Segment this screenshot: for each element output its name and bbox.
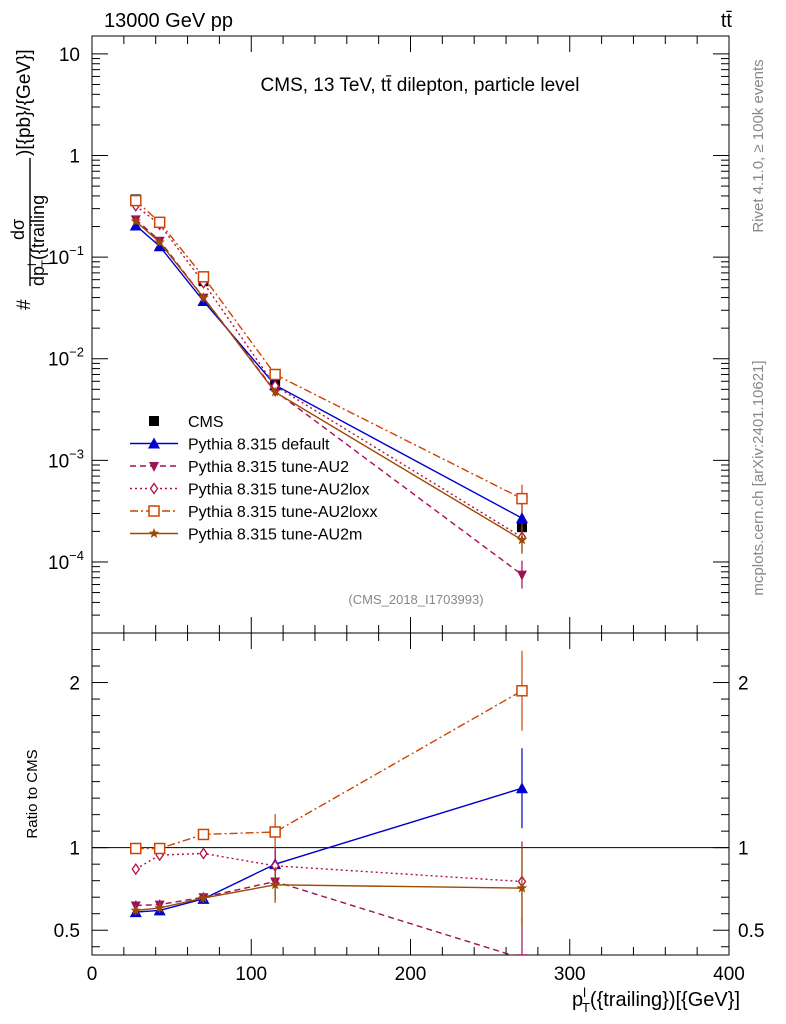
- legend-label: Pythia 8.315 default: [188, 437, 330, 454]
- legend-marker: [149, 416, 159, 426]
- mcplots-reference-label: mcplots.cern.ch [arXiv:2401.10621]: [750, 360, 767, 595]
- ratio-point: [516, 685, 528, 697]
- x-axis-label: pl T({trailing})[{GeV}]: [572, 985, 740, 1015]
- ratio-y-tick-label-right: 2: [738, 674, 749, 695]
- series-pythia-8-315-tune-au2loxx: [130, 194, 528, 513]
- series-pythia-8-315-tune-au2m: [130, 215, 528, 554]
- beam-energy-label: 13000 GeV pp: [104, 10, 233, 32]
- process-label: tt̄: [721, 10, 733, 32]
- analysis-id-label: (CMS_2018_I1703993): [348, 592, 483, 607]
- legend: CMS Pythia 8.315 default Pythia 8.315 tune…: [130, 414, 377, 544]
- data-point: [269, 368, 281, 381]
- ratio-point: [130, 842, 142, 855]
- legend-label: Pythia 8.315 tune-AU2lox: [188, 482, 369, 499]
- ratio-y-axis-label: Ratio to CMS: [24, 749, 41, 838]
- legend-marker: [149, 482, 159, 495]
- x-tick-label: 400: [713, 964, 745, 985]
- ratio-line: [135, 880, 514, 955]
- ratio-point: [197, 828, 210, 841]
- main-y-tick-label: 10−2: [48, 345, 84, 371]
- ratio-series-pythia-8-315-default: [129, 748, 528, 918]
- data-point: [198, 292, 209, 302]
- data-point: [153, 216, 166, 229]
- ratio-line: [135, 884, 522, 912]
- ratio-point: [130, 904, 141, 915]
- ratio-point: [269, 879, 281, 890]
- ratio-series-pythia-8-315-tune-au2loxx: [130, 650, 528, 855]
- main-y-tick-label: 10−1: [48, 243, 84, 269]
- legend-label: Pythia 8.315 tune-AU2: [188, 459, 349, 476]
- ratio-y-tick-label: 0.5: [54, 921, 80, 942]
- ratio-line: [135, 690, 523, 850]
- series-line: [135, 200, 523, 500]
- legend-label: CMS: [188, 414, 224, 431]
- legend-entry: CMS: [149, 414, 224, 431]
- rivet-version-label: Rivet 4.1.0, ≥ 100k events: [750, 59, 767, 232]
- ratio-point: [199, 847, 208, 860]
- data-point: [130, 194, 142, 207]
- x-tick-label: 300: [554, 964, 586, 985]
- x-tick-label: 0: [87, 964, 98, 985]
- main-plot-title: CMS, 13 TeV, tt̄ dilepton, particle leve…: [261, 75, 580, 96]
- ratio-y-tick-label: 2: [69, 674, 80, 695]
- ratio-series-pythia-8-315-tune-au2: [130, 863, 527, 955]
- legend-entry: Pythia 8.315 tune-AU2loxx: [130, 504, 377, 521]
- ratio-y-tick-label-right: 0.5: [738, 921, 764, 942]
- ratio-point: [198, 892, 209, 903]
- legend-entry: Pythia 8.315 tune-AU2lox: [130, 482, 369, 499]
- legend-entry: Pythia 8.315 tune-AU2: [130, 459, 349, 476]
- ratio-y-tick-label-right: 1: [738, 839, 749, 860]
- legend-entry: Pythia 8.315 tune-AU2m: [130, 527, 362, 544]
- ratio-series-layer: [129, 650, 528, 955]
- ratio-point: [515, 782, 528, 794]
- x-tick-label: 100: [235, 964, 267, 985]
- series-line: [135, 205, 523, 538]
- series-line: [135, 218, 523, 576]
- data-point: [269, 386, 281, 397]
- main-axes: 10 1 10−1 10−2 10−3 10−4: [48, 36, 730, 634]
- data-point: [197, 271, 210, 283]
- data-point: [130, 215, 141, 226]
- x-tick-label: 200: [395, 964, 427, 985]
- legend-label: Pythia 8.315 tune-AU2loxx: [188, 504, 377, 521]
- ratio-line: [135, 852, 523, 883]
- legend-marker: [149, 462, 159, 472]
- data-point: [515, 512, 528, 524]
- y-label-units: )[{pb}/{GeV}]: [14, 49, 35, 156]
- ratio-point: [154, 902, 165, 913]
- main-y-tick-label: 1: [69, 147, 80, 168]
- data-point: [516, 492, 528, 505]
- data-point: [154, 236, 165, 247]
- main-y-tick-label: 10−3: [48, 446, 84, 472]
- y-label-hash: #: [14, 299, 35, 310]
- ratio-series-pythia-8-315-tune-au2m: [130, 848, 528, 929]
- data-point: [516, 570, 527, 581]
- ratio-line: [135, 787, 523, 913]
- data-point: [516, 534, 528, 545]
- y-label-dsigma: dσ: [8, 219, 28, 240]
- legend-marker: [148, 528, 160, 538]
- main-y-tick-label: 10−4: [48, 548, 84, 574]
- legend-marker: [148, 437, 160, 449]
- main-series-layer: [129, 194, 528, 589]
- ratio-point: [131, 862, 141, 876]
- ratio-series-pythia-8-315-tune-au2lox: [131, 841, 527, 922]
- ratio-axes: 2 2 1 1 0.5 0.5 0 100 200 300 400: [54, 633, 764, 985]
- ratio-panel-frame: [91, 632, 730, 956]
- ratio-point: [269, 826, 281, 838]
- legend-label: Pythia 8.315 tune-AU2m: [188, 527, 362, 544]
- series-pythia-8-315-tune-au2lox: [131, 199, 527, 552]
- legend-marker: [148, 505, 160, 517]
- ratio-y-tick-label: 1: [69, 839, 80, 860]
- main-y-tick-label: 10: [59, 45, 80, 66]
- legend-entry: Pythia 8.315 default: [130, 437, 330, 454]
- ratio-point: [153, 842, 166, 855]
- main-y-axis-label: # dσ dplT({trailing )[{pb}/{GeV}]: [8, 49, 53, 310]
- ratio-point: [516, 954, 527, 955]
- y-label-denominator: dplT({trailing: [25, 195, 53, 286]
- ratio-point: [516, 882, 528, 893]
